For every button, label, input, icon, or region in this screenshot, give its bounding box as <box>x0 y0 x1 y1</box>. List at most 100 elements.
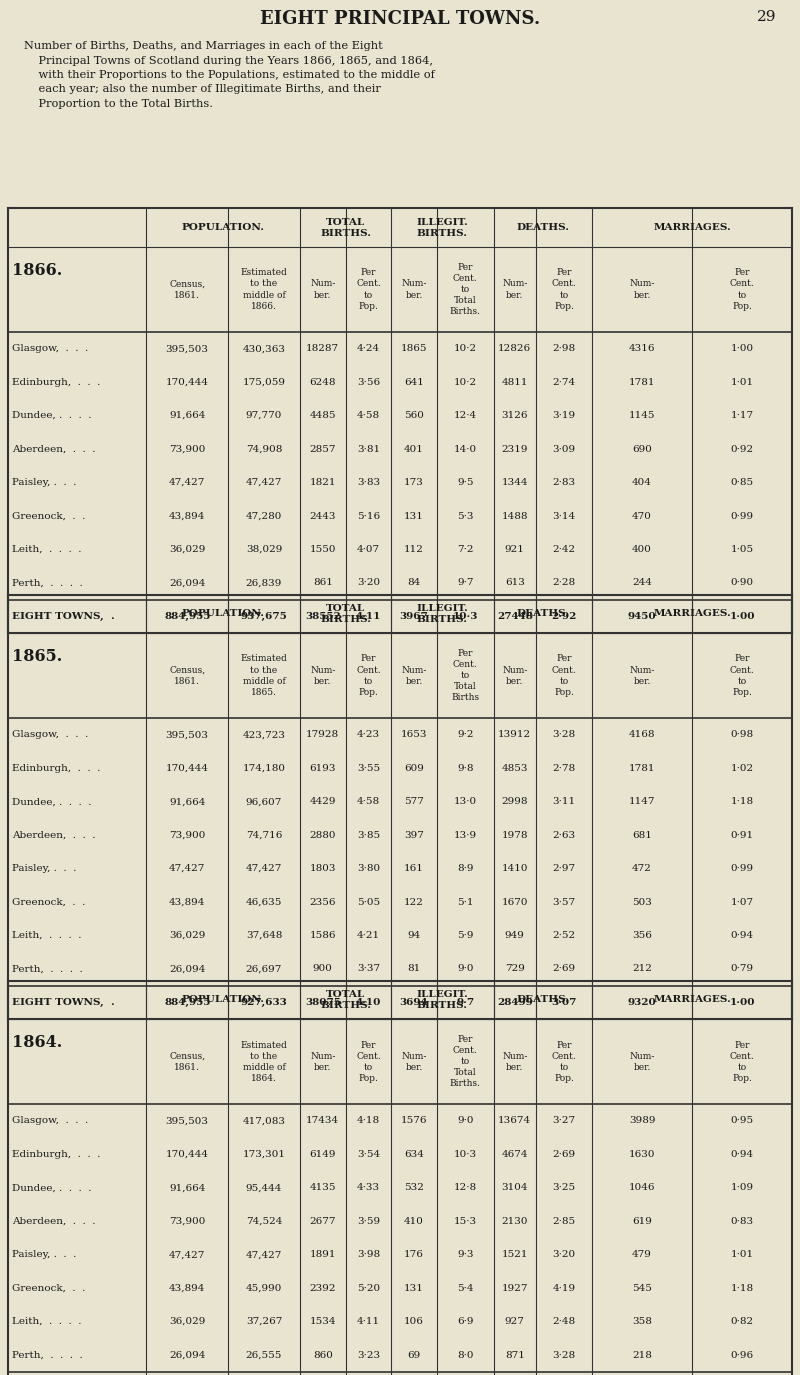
Text: 1803: 1803 <box>310 864 336 873</box>
Text: 4·11: 4·11 <box>356 612 381 622</box>
Text: Aberdeen,  .  .  .: Aberdeen, . . . <box>12 444 95 454</box>
Text: 73,900: 73,900 <box>169 444 206 454</box>
Text: 47,427: 47,427 <box>246 1250 282 1260</box>
Text: Leith,  .  .  .  .: Leith, . . . . <box>12 931 82 941</box>
Text: 1821: 1821 <box>310 478 336 487</box>
Text: Num-
ber.: Num- ber. <box>502 279 527 300</box>
Text: Perth,  .  .  .  .: Perth, . . . . <box>12 964 82 973</box>
Text: 2677: 2677 <box>310 1217 336 1225</box>
Text: 4·33: 4·33 <box>357 1184 380 1192</box>
Text: POPULATION.: POPULATION. <box>182 223 265 232</box>
Text: 13912: 13912 <box>498 730 531 740</box>
Text: 2·78: 2·78 <box>553 763 575 773</box>
Text: 15·3: 15·3 <box>454 1217 477 1225</box>
Text: 47,427: 47,427 <box>246 478 282 487</box>
Text: 545: 545 <box>632 1284 652 1292</box>
Text: 47,427: 47,427 <box>246 864 282 873</box>
Text: 3·14: 3·14 <box>553 512 575 521</box>
Text: 3·56: 3·56 <box>357 378 380 386</box>
Text: 3·25: 3·25 <box>553 1184 575 1192</box>
Text: Census,
1861.: Census, 1861. <box>169 279 206 300</box>
Text: ILLEGIT.
BIRTHS.: ILLEGIT. BIRTHS. <box>417 990 468 1009</box>
Text: 170,444: 170,444 <box>166 378 209 386</box>
Text: 43,894: 43,894 <box>169 898 206 906</box>
Text: 1891: 1891 <box>310 1250 336 1260</box>
Text: 3·59: 3·59 <box>357 1217 380 1225</box>
Text: TOTAL
BIRTHS.: TOTAL BIRTHS. <box>320 990 371 1009</box>
Text: 18287: 18287 <box>306 344 339 353</box>
Text: 74,908: 74,908 <box>246 444 282 454</box>
Text: 0·82: 0·82 <box>730 1317 754 1326</box>
Text: 1781: 1781 <box>629 763 655 773</box>
Text: 1586: 1586 <box>310 931 336 941</box>
Text: 1·01: 1·01 <box>730 1250 754 1260</box>
Text: 1410: 1410 <box>502 864 528 873</box>
Text: 36,029: 36,029 <box>169 1317 206 1326</box>
Text: Per
Cent.
to
Pop.: Per Cent. to Pop. <box>552 268 576 311</box>
Text: 3·28: 3·28 <box>553 1350 575 1360</box>
Text: 1344: 1344 <box>502 478 528 487</box>
Text: 4·11: 4·11 <box>357 1317 380 1326</box>
Text: Paisley, .  .  .: Paisley, . . . <box>12 478 76 487</box>
Text: 356: 356 <box>632 931 652 941</box>
Text: 81: 81 <box>407 964 421 973</box>
Text: 91,664: 91,664 <box>169 798 206 806</box>
Text: 95,444: 95,444 <box>246 1184 282 1192</box>
Text: 3·27: 3·27 <box>553 1116 575 1125</box>
Text: 5·20: 5·20 <box>357 1284 380 1292</box>
Text: 170,444: 170,444 <box>166 763 209 773</box>
Text: 2443: 2443 <box>310 512 336 521</box>
Text: 122: 122 <box>404 898 424 906</box>
Text: 26,094: 26,094 <box>169 964 206 973</box>
Text: 3967: 3967 <box>400 612 428 622</box>
Text: 0·83: 0·83 <box>730 1217 754 1225</box>
Text: 3·37: 3·37 <box>357 964 380 973</box>
Text: Estimated
to the
middle of
1865.: Estimated to the middle of 1865. <box>241 654 287 697</box>
Text: 2·63: 2·63 <box>553 830 575 840</box>
Text: Perth,  .  .  .  .: Perth, . . . . <box>12 1350 82 1360</box>
Text: 212: 212 <box>632 964 652 973</box>
Text: 3·11: 3·11 <box>553 798 575 806</box>
Text: 9·0: 9·0 <box>457 964 474 973</box>
Text: 2·69: 2·69 <box>553 964 575 973</box>
Text: 2·42: 2·42 <box>553 544 575 554</box>
Text: 74,716: 74,716 <box>246 830 282 840</box>
Text: 2·52: 2·52 <box>553 931 575 941</box>
Text: 410: 410 <box>404 1217 424 1225</box>
Text: 1630: 1630 <box>629 1150 655 1159</box>
Text: 5·4: 5·4 <box>457 1284 474 1292</box>
Text: 861: 861 <box>313 579 333 587</box>
Text: 3126: 3126 <box>502 411 528 421</box>
Text: 170,444: 170,444 <box>166 1150 209 1159</box>
Text: 5·9: 5·9 <box>457 931 474 941</box>
Text: Glasgow,  .  .  .: Glasgow, . . . <box>12 344 88 353</box>
Text: 43,894: 43,894 <box>169 1284 206 1292</box>
Text: 3·09: 3·09 <box>553 444 575 454</box>
Text: 173,301: 173,301 <box>242 1150 286 1159</box>
Text: 3·55: 3·55 <box>357 763 380 773</box>
Text: 174,180: 174,180 <box>242 763 286 773</box>
Text: 4·07: 4·07 <box>357 544 380 554</box>
Text: 2880: 2880 <box>310 830 336 840</box>
Text: 37,267: 37,267 <box>246 1317 282 1326</box>
Text: 3·80: 3·80 <box>357 864 380 873</box>
Text: 10·3: 10·3 <box>453 612 478 622</box>
Text: 26,094: 26,094 <box>169 1350 206 1360</box>
Text: 9·3: 9·3 <box>457 1250 474 1260</box>
Text: 1653: 1653 <box>401 730 427 740</box>
Text: 5·05: 5·05 <box>357 898 380 906</box>
Text: 609: 609 <box>404 763 424 773</box>
Text: 26,839: 26,839 <box>246 579 282 587</box>
Text: 9·7: 9·7 <box>457 579 474 587</box>
Text: 472: 472 <box>632 864 652 873</box>
Text: 4·58: 4·58 <box>357 798 380 806</box>
Text: Per
Cent.
to
Pop.: Per Cent. to Pop. <box>552 654 576 697</box>
Text: 423,723: 423,723 <box>242 730 286 740</box>
Text: 4·24: 4·24 <box>357 344 380 353</box>
Text: 884,955: 884,955 <box>164 612 210 622</box>
Text: 1·00: 1·00 <box>730 998 754 1006</box>
Text: 0·79: 0·79 <box>730 964 754 973</box>
Text: 1576: 1576 <box>401 1116 427 1125</box>
Text: 131: 131 <box>404 512 424 521</box>
Text: Per
Cent.
to
Total
Births.: Per Cent. to Total Births. <box>450 1035 481 1089</box>
